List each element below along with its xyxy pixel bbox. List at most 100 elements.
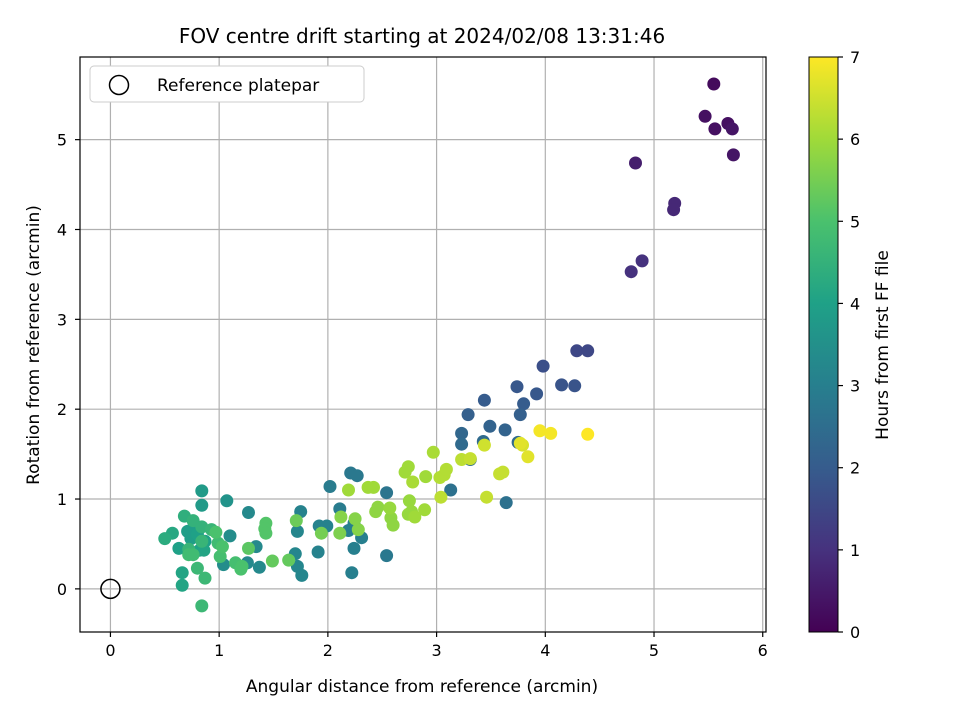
data-point-23 [498, 423, 512, 437]
data-point-131 [513, 436, 527, 450]
data-point-130 [521, 450, 535, 464]
data-point-18 [477, 393, 491, 407]
y-tick-label-5: 5 [57, 131, 67, 150]
colorbar-ticks: 0 1 2 3 4 5 6 7 [838, 48, 860, 642]
data-point-132 [533, 424, 547, 438]
y-tick-label-3: 3 [57, 310, 67, 329]
data-point-104 [386, 518, 400, 532]
data-point-94 [282, 553, 296, 567]
data-point-35 [323, 480, 337, 493]
data-point-58 [195, 498, 209, 512]
data-point-127 [496, 465, 510, 479]
data-point-86 [234, 562, 248, 576]
legend: Reference platepar [89, 65, 365, 103]
data-point-133 [544, 426, 558, 440]
data-point-40 [347, 541, 361, 555]
y-tick-label-1: 1 [57, 490, 67, 509]
data-point-81 [186, 548, 200, 562]
data-point-114 [406, 475, 420, 489]
colorbar-label: Hours from first FF file [873, 250, 893, 440]
colorbar-tick-label-0: 0 [850, 623, 860, 642]
data-point-108 [408, 510, 422, 524]
data-point-46 [290, 524, 304, 538]
data-point-88 [215, 540, 229, 554]
x-axis-label: Angular distance from reference (arcmin) [246, 677, 598, 697]
data-point-56 [220, 494, 234, 508]
y-tick-label-2: 2 [57, 400, 67, 419]
y-tick-label-0: 0 [57, 580, 67, 599]
data-point-19 [517, 397, 531, 411]
colorbar-tick-label-3: 3 [850, 377, 860, 396]
data-point-11 [570, 344, 584, 358]
data-point-110 [383, 501, 397, 515]
data-point-118 [367, 480, 380, 494]
data-point-54 [223, 529, 237, 543]
legend-marker-reference [108, 74, 130, 96]
data-point-32 [380, 549, 394, 563]
data-point-5 [726, 148, 740, 162]
data-point-122 [434, 490, 448, 504]
data-point-78 [198, 571, 212, 585]
data-points [100, 77, 740, 613]
colorbar-tick-label-5: 5 [850, 212, 860, 231]
data-point-113 [419, 470, 433, 484]
data-point-44 [311, 545, 325, 559]
data-point-121 [439, 462, 453, 476]
x-tick-label-1: 1 [214, 641, 224, 660]
reference-point [100, 578, 121, 600]
x-tick-label-2: 2 [323, 641, 333, 660]
data-point-20 [513, 408, 527, 422]
data-point-67 [175, 578, 189, 592]
data-point-66 [175, 566, 189, 580]
data-point-2 [708, 122, 722, 136]
data-point-79 [195, 599, 209, 613]
data-point-50 [242, 506, 255, 519]
data-point-0 [707, 77, 721, 91]
data-point-24 [455, 426, 469, 440]
legend-box [89, 65, 365, 103]
legend-label-reference: Reference platepar [157, 76, 319, 96]
data-point-10 [624, 265, 638, 279]
data-point-52 [252, 560, 266, 574]
data-point-83 [213, 550, 227, 563]
data-point-22 [483, 419, 497, 433]
data-point-116 [342, 483, 355, 497]
data-point-112 [398, 465, 412, 479]
data-point-125 [480, 490, 494, 504]
data-point-65 [172, 541, 186, 555]
data-point-12 [581, 344, 595, 358]
data-point-115 [426, 445, 440, 459]
data-point-98 [334, 510, 348, 524]
data-point-106 [402, 494, 416, 508]
x-tick-label-0: 0 [105, 641, 115, 660]
colorbar-tick-label-4: 4 [850, 294, 860, 313]
data-point-70 [158, 532, 172, 546]
x-tick-label-5: 5 [649, 641, 659, 660]
data-point-16 [510, 380, 524, 394]
colorbar-tick-label-2: 2 [850, 459, 860, 478]
data-point-31 [380, 486, 394, 500]
data-point-77 [190, 561, 204, 575]
x-tick-label-3: 3 [431, 641, 441, 660]
y-axis-label: Rotation from reference (arcmin) [24, 205, 44, 485]
data-point-13 [536, 359, 550, 373]
plot-frame [79, 56, 767, 633]
x-tick-label-6: 6 [758, 641, 768, 660]
data-point-124 [463, 452, 477, 466]
data-point-17 [530, 387, 544, 401]
data-point-93 [265, 554, 279, 568]
data-point-8 [667, 203, 681, 217]
data-point-1 [698, 109, 712, 123]
axis-ticks: 0 1 2 3 4 5 6 0 1 2 3 4 5 [57, 131, 768, 660]
colorbar-tick-label-6: 6 [850, 130, 860, 149]
chart-title: FOV centre drift starting at 2024/02/08 … [179, 24, 665, 48]
data-point-21 [461, 408, 475, 422]
data-point-87 [209, 525, 223, 539]
data-point-26 [455, 437, 469, 451]
colorbar-gradient [808, 56, 839, 633]
data-point-15 [568, 379, 582, 393]
data-point-14 [555, 378, 569, 392]
data-point-92 [242, 541, 255, 555]
data-point-4 [725, 122, 739, 136]
data-point-95 [289, 514, 303, 528]
